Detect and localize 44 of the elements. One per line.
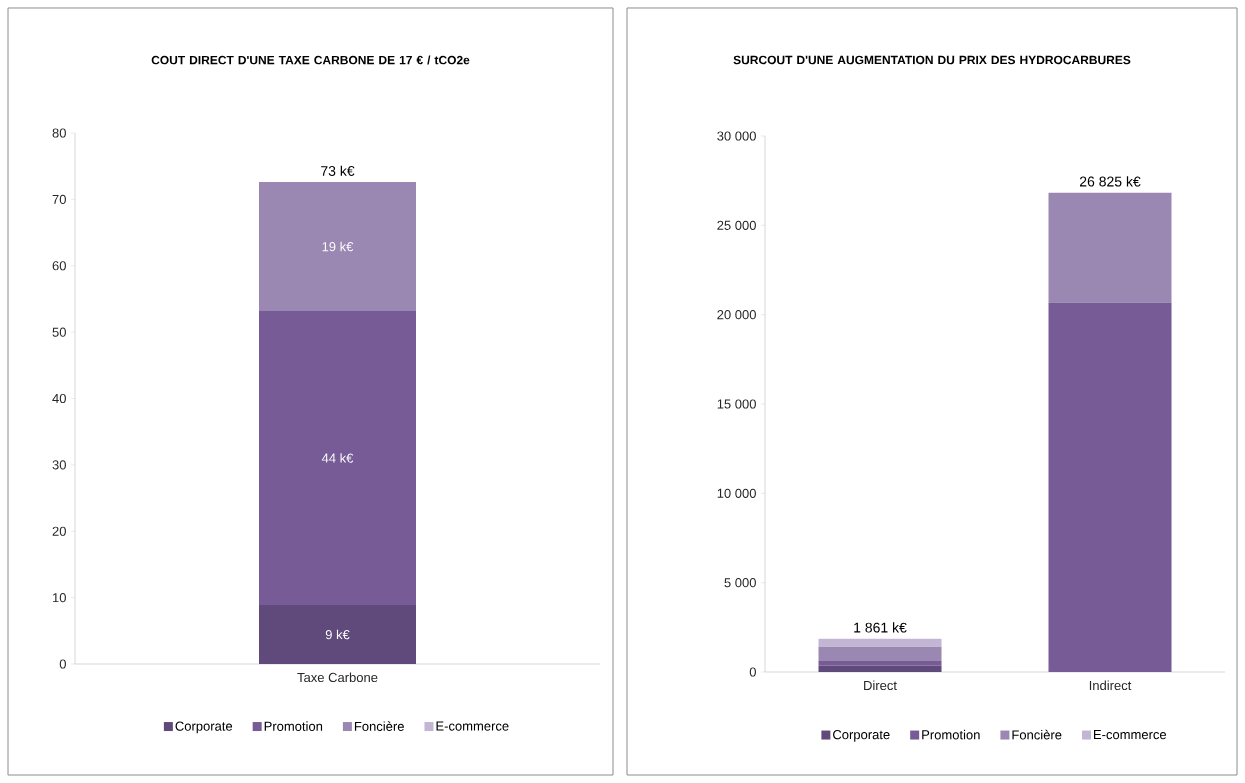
y-tick-label: 20 000 — [717, 310, 756, 320]
bar — [818, 661, 942, 666]
y-tick-label: 30 — [52, 460, 66, 470]
y-tick-label: 20 — [52, 526, 66, 536]
legend-label: Promotion — [264, 721, 323, 731]
data-label: 44 k€ — [321, 453, 354, 463]
bar — [818, 665, 942, 672]
x-tick-label: Taxe Carbone — [297, 672, 378, 683]
data-label: 19 k€ — [322, 241, 354, 252]
y-tick-label: 70 — [52, 194, 66, 204]
legend-label: Foncière — [1012, 729, 1062, 740]
total-label: 73 k€ — [321, 165, 355, 176]
y-tick-label: 0 — [59, 659, 66, 669]
y-tick-label: 50 — [52, 327, 66, 337]
bar — [259, 604, 416, 664]
bar — [259, 310, 416, 605]
y-tick-label: 5 000 — [724, 578, 756, 588]
legend-label: Corporate — [833, 730, 890, 742]
legend-label: Corporate — [175, 721, 233, 734]
legend-label: Foncière — [354, 721, 404, 731]
x-tick-label: Indirect — [1089, 680, 1132, 691]
bar — [1048, 192, 1172, 303]
chart-title: COUT DIRECT D'UNE TAXE CARBONE DE 17 € / tCO2e — [151, 55, 470, 65]
total-label: 1 861 k€ — [854, 622, 907, 633]
y-tick-label: 80 — [52, 128, 66, 138]
chart-title: SURCOUT D'UNE AUGMENTATION DU PRIX DES HYDROCARBURES — [733, 55, 1131, 65]
y-tick-label: 30 000 — [717, 131, 756, 141]
total-label: 26 825 k€ — [1079, 176, 1141, 187]
legend-label: E-commerce — [1094, 730, 1167, 740]
y-tick-label: 0 — [749, 667, 756, 677]
y-tick-label: 10 — [52, 593, 66, 603]
y-tick-label: 15 000 — [717, 399, 756, 409]
y-tick-label: 25 000 — [717, 220, 756, 230]
bar — [1048, 302, 1172, 672]
bar — [818, 646, 942, 662]
y-tick-label: 40 — [52, 393, 66, 404]
data-label: 9 k€ — [325, 629, 350, 640]
x-tick-label: Direct — [864, 680, 897, 691]
y-tick-label: 60 — [52, 261, 66, 271]
legend-label: E-commerce — [436, 721, 509, 731]
bar — [818, 638, 942, 647]
y-tick-label: 10 000 — [717, 488, 756, 498]
bar — [259, 182, 416, 311]
legend-label: Promotion — [922, 729, 980, 740]
